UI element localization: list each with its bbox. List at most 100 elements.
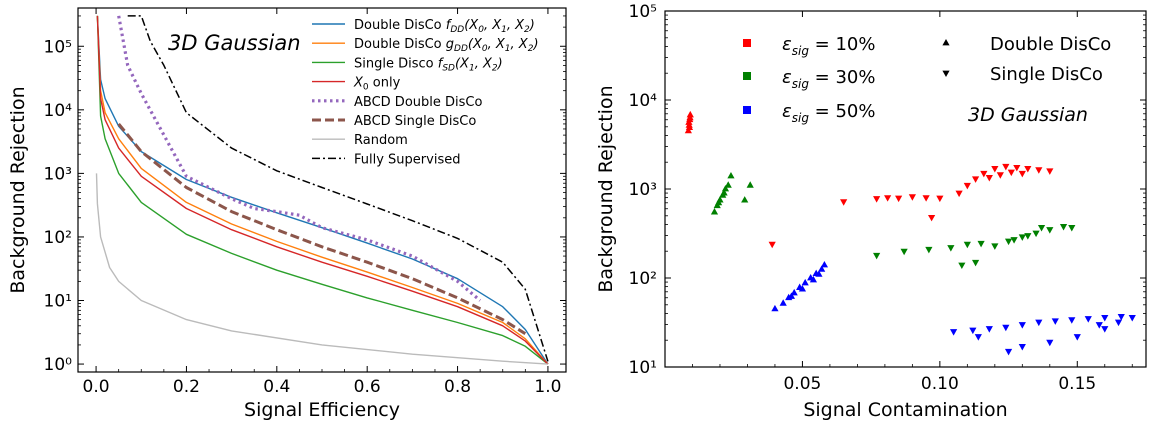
y-tick-label: 10⁴	[44, 101, 73, 121]
scatter-point-double-disco-sig-50	[798, 285, 807, 292]
scatter-point-single-disco-sig-10	[884, 195, 892, 202]
x-tick-label: 0.05	[783, 374, 821, 394]
x-tick-label: 1.0	[534, 377, 561, 397]
scatter-point-single-disco-sig-50	[1117, 314, 1125, 321]
legend-swatch-eps-10pct	[743, 39, 751, 47]
scatter-point-single-disco-sig-50	[1018, 322, 1026, 329]
scatter-point-single-disco-sig-30	[1059, 223, 1068, 231]
legend-label-double-disco-f-dd-x0-x1-x2: Double DisCo fDD(X0, X1, X2)	[354, 18, 535, 35]
scatter-point-single-disco-sig-10	[895, 195, 903, 203]
left-chart: 0.0 0.2 0.4 0.6 0.8 1.0 10⁰ 10¹ 10² 10³ 10⁴ 10⁵ Sig…	[7, 7, 567, 421]
scatter-point-double-disco-sig-10	[685, 118, 693, 125]
right-legend: εsig = 10% εsig = 30% εsig = 50% Double Dis…	[743, 34, 1111, 125]
scatter-point-single-disco-sig-10	[1007, 169, 1015, 177]
scatter-point-single-disco-sig-10	[1035, 167, 1043, 174]
series-line-single-disco-f-sd-x1-x2	[96, 15, 549, 365]
scatter-point-single-disco-sig-10	[1002, 163, 1010, 171]
scatter-point-single-disco-sig-30	[1032, 230, 1040, 238]
scatter-point-double-disco-sig-30	[710, 208, 719, 215]
scatter-point-double-disco-sig-30	[724, 181, 732, 188]
scatter-point-double-disco-sig-50	[801, 278, 809, 286]
scatter-point-single-disco-sig-50	[1051, 318, 1059, 325]
left-x-axis-title: Signal Efficiency	[244, 399, 400, 421]
legend-label-eps-50pct: εsig = 50%	[782, 101, 875, 125]
y-tick-label: 10²	[44, 228, 72, 248]
scatter-point-single-disco-sig-30	[947, 245, 955, 252]
scatter-point-single-disco-sig-50	[1084, 316, 1092, 323]
x-tick-label: 0.6	[354, 377, 381, 397]
y-tick-label: 10⁰	[44, 355, 73, 375]
left-axis-ticks: 0.0 0.2 0.4 0.6 0.8 1.0 10⁰ 10¹ 10² 10³ 10⁴ 10⁵	[44, 7, 566, 397]
scatter-point-single-disco-sig-50	[1073, 334, 1081, 341]
scatter-point-single-disco-sig-50	[1101, 326, 1109, 333]
legend-label-double-disco-g-dd-x0-x1-x2: Double DisCo gDD(X0, X1, X2)	[354, 37, 539, 54]
scatter-point-single-disco-sig-30	[1037, 225, 1046, 232]
legend-label-single-disco: Single DisCo	[990, 64, 1103, 85]
scatter-point-single-disco-sig-10	[1046, 168, 1054, 175]
scatter-point-single-disco-sig-50	[1004, 348, 1013, 356]
y-tick-label: 10²	[629, 269, 657, 289]
scatter-point-single-disco-sig-10	[840, 199, 848, 206]
scatter-point-single-disco-sig-50	[1046, 339, 1054, 347]
scatter-point-single-disco-sig-50	[969, 327, 977, 335]
scatter-point-single-disco-sig-30	[977, 240, 985, 248]
scatter-point-single-disco-sig-30	[971, 259, 980, 267]
scatter-point-single-disco-sig-10	[1013, 164, 1021, 172]
scatter-point-double-disco-sig-50	[818, 265, 826, 272]
left-annotation: 3D Gaussian	[168, 31, 301, 55]
series-line-x0-only	[96, 15, 549, 365]
scatter-point-single-disco-sig-50	[974, 334, 982, 341]
left-plot-area	[95, 15, 549, 365]
legend-label-x0-only: X0 only	[353, 76, 401, 93]
series-line-abcd-double-disco	[117, 15, 482, 302]
y-tick-label: 10³	[629, 180, 657, 200]
scatter-point-double-disco-sig-30	[714, 198, 723, 206]
legend-label-abcd-double-disco: ABCD Double DisCo	[354, 95, 482, 110]
left-legend: Double DisCo fDD(X0, X1, X2) Double DisCo…	[312, 18, 539, 167]
scatter-point-single-disco-sig-50	[1018, 344, 1026, 351]
scatter-point-single-disco-sig-10	[928, 214, 936, 222]
x-tick-label: 0.15	[1058, 374, 1096, 394]
x-tick-label: 0.10	[921, 374, 959, 394]
scatter-point-single-disco-sig-50	[1128, 315, 1136, 322]
scatter-point-double-disco-sig-50	[779, 299, 787, 306]
y-tick-label: 10⁵	[44, 37, 72, 57]
scatter-point-single-disco-sig-10	[963, 182, 971, 190]
scatter-point-double-disco-sig-50	[787, 292, 796, 299]
scatter-point-double-disco-sig-50	[790, 288, 798, 296]
scatter-point-double-disco-sig-10	[686, 110, 694, 118]
scatter-point-single-disco-sig-10	[936, 195, 944, 203]
scatter-point-single-disco-sig-10	[991, 166, 999, 173]
series-line-abcd-single-disco	[117, 122, 527, 335]
scatter-point-single-disco-sig-50	[1035, 319, 1043, 327]
y-tick-label: 10⁵	[629, 2, 657, 22]
scatter-point-single-disco-sig-10	[873, 196, 881, 203]
legend-label-eps-30pct: εsig = 30%	[782, 67, 875, 91]
legend-label-fully-supervised: Fully Supervised	[354, 152, 460, 167]
legend-label-abcd-single-disco: ABCD Single DisCo	[354, 114, 476, 129]
scatter-point-single-disco-sig-50	[1002, 324, 1010, 332]
scatter-point-double-disco-sig-50	[771, 304, 779, 312]
scatter-point-single-disco-sig-10	[996, 172, 1004, 179]
y-tick-label: 10¹	[44, 292, 72, 312]
y-tick-label: 10¹	[629, 358, 657, 378]
scatter-point-double-disco-sig-50	[820, 260, 829, 268]
scatter-point-single-disco-sig-10	[985, 174, 993, 182]
right-x-axis-title: Signal Contamination	[803, 399, 1007, 421]
x-tick-label: 0.0	[83, 377, 110, 397]
scatter-point-single-disco-sig-30	[873, 252, 881, 260]
scatter-point-single-disco-sig-30	[963, 241, 971, 249]
series-line-fully-supervised	[127, 15, 549, 362]
scatter-point-double-disco-sig-10	[685, 123, 694, 131]
scatter-point-single-disco-sig-30	[1010, 237, 1018, 244]
right-axis-ticks: 0.05 0.10 0.15 10¹ 10² 10³ 10⁴ 10⁵	[629, 2, 1146, 394]
legend-swatch-eps-30pct	[743, 72, 751, 80]
series-line-double-disco-f-dd-x0-x1-x2	[96, 15, 549, 365]
y-tick-label: 10⁴	[629, 91, 658, 111]
scatter-point-double-disco-sig-30	[727, 171, 735, 179]
legend-marker-double-disco	[942, 38, 950, 46]
x-tick-label: 0.4	[263, 377, 290, 397]
scatter-point-single-disco-sig-10	[768, 241, 776, 249]
scatter-point-single-disco-sig-10	[955, 190, 963, 198]
